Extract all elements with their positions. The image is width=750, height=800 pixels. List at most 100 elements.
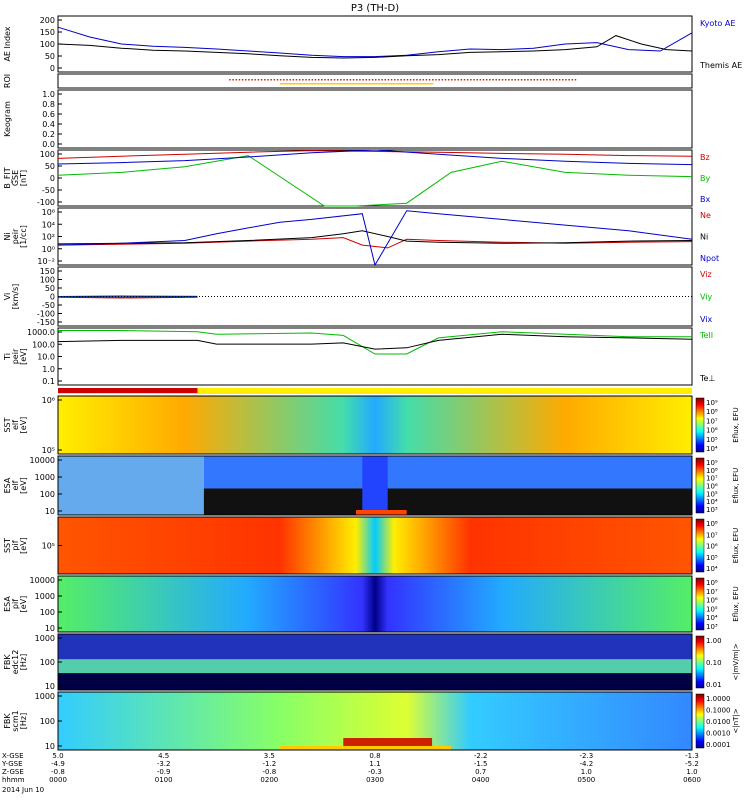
xaxis-row-label: hhmm — [2, 776, 25, 784]
roi-mark — [504, 79, 507, 81]
ae-series-ThemisAE — [57, 35, 693, 59]
roi-mark — [270, 79, 272, 81]
roi-mark — [404, 83, 406, 85]
ni-ytick: 10⁶ — [42, 208, 55, 217]
fbk_b-low-freq-burst — [343, 738, 433, 748]
roi-mark — [479, 79, 482, 81]
roi-mark — [359, 79, 361, 81]
sst_e-cbar-tick: 10⁶ — [706, 427, 718, 435]
roi-mark — [397, 83, 399, 85]
fbk_b-ytick: 1000 — [35, 692, 55, 701]
roi-mark — [376, 83, 378, 85]
esa_e-colorbar — [695, 457, 705, 514]
roi-mark — [568, 79, 570, 81]
ae-legend: Themis AE — [699, 61, 742, 70]
roi-mark — [428, 79, 431, 81]
sst_e-cbar-tick: 10⁷ — [706, 417, 718, 425]
ti-ytick: 0.1 — [42, 377, 55, 386]
fbk_e-colorbar — [695, 635, 705, 689]
roi-mark — [293, 83, 296, 85]
roi-mark — [523, 79, 526, 81]
ti-series-Te — [57, 333, 693, 350]
xaxis-tick-label: 1.1 — [369, 760, 380, 768]
roi-mark — [444, 79, 447, 81]
xaxis-tick-label: -1.5 — [474, 760, 488, 768]
vi-series-Viz — [57, 296, 198, 299]
roi-mark — [371, 79, 374, 81]
esa_i-cbar-tick: 10³ — [706, 623, 718, 631]
roi-mark — [533, 79, 535, 81]
panel-ae: 200 150 100 50 0 AE Index Kyoto AE Themis AE — [3, 15, 742, 73]
roi-mark — [451, 79, 453, 81]
ti-ytick: 1000.0 — [27, 328, 55, 337]
keogram-ytick: 0.2 — [42, 130, 55, 139]
keogram-ytick: 1.0 — [42, 90, 55, 99]
sst_e-colorbar — [695, 397, 705, 453]
sst_i-ylabel: SST — [3, 538, 12, 553]
bfit-series-Bz — [57, 150, 693, 159]
sst_i-cbar-tick: 10⁶ — [706, 543, 718, 551]
sst_i-cbar-label: Eflux, EFU — [732, 528, 740, 563]
xaxis-tick-label: -2.3 — [579, 752, 593, 760]
keogram-frame — [57, 89, 693, 149]
roi-mark — [303, 83, 306, 85]
fbk_e-spectrogram-band — [58, 659, 692, 674]
fbk_b-cbar-tick: 0.1000 — [706, 707, 731, 715]
roi-mark — [332, 83, 335, 85]
roi-mark — [546, 79, 548, 81]
fbk_e-cbar-tick: 1.00 — [706, 637, 722, 645]
fbk_b-ytick: 10 — [45, 742, 55, 751]
roi-mark — [229, 79, 231, 81]
esa_i-cbar-tick: 10⁸ — [706, 579, 718, 587]
bfit-ylabel: GSE — [11, 170, 20, 186]
xaxis-tick-label: 0.7 — [475, 768, 486, 776]
roi-mark — [495, 79, 497, 81]
bfit-frame — [57, 149, 693, 207]
roi-mark — [327, 83, 329, 85]
esa_i-cbar-label: Eflux, EFU — [732, 586, 740, 621]
sst_e-ylabel: elf — [11, 420, 20, 430]
ni-series-Npot — [57, 210, 693, 267]
roi-mark — [296, 83, 299, 85]
plot-title: P3 (TH-D) — [351, 3, 399, 14]
roi-mark — [298, 83, 300, 85]
esa_i-ytick: 10000 — [30, 576, 55, 585]
vi-ytick: -50 — [42, 301, 55, 310]
sst_e-spectrogram — [58, 396, 692, 454]
roi-mark — [232, 79, 234, 81]
roi-mark — [264, 79, 266, 81]
ae-ytick: 150 — [40, 28, 55, 37]
roi-mark — [355, 83, 357, 85]
roi-mark — [431, 83, 434, 85]
roi-mark — [401, 83, 403, 85]
keogram-ytick: 0.6 — [42, 110, 55, 119]
roi-mark — [405, 83, 407, 85]
ni-ytick: 10² — [42, 233, 55, 242]
roi-mark — [299, 83, 301, 85]
roi-mark — [248, 79, 250, 81]
fbk_b-colorbar — [695, 693, 705, 749]
ni-frame — [57, 207, 693, 266]
roi-mark — [311, 83, 314, 85]
esa_e-cbar-tick: 10⁷ — [706, 475, 718, 483]
roi-mark — [313, 83, 315, 85]
roi-mark — [366, 83, 368, 85]
roi-mark — [552, 79, 555, 81]
esa_e-cbar-label: Eflux, EFU — [732, 468, 740, 503]
roi-mark — [314, 79, 317, 81]
roi-mark — [369, 83, 371, 85]
roi-mark — [331, 83, 334, 85]
ni-legend: Npot — [700, 254, 719, 263]
roi-mark — [251, 79, 253, 81]
esa_i-ytick: 1000 — [35, 592, 55, 601]
ti-ytick: 100.0 — [32, 340, 55, 349]
roi-mark — [412, 83, 414, 85]
roi-mark — [356, 83, 359, 85]
roi-mark — [391, 83, 393, 85]
roi-mark — [536, 79, 539, 81]
ni-ytick: 10⁴ — [42, 220, 55, 229]
roi-mark — [416, 79, 418, 81]
xaxis-tick-label: -5.2 — [685, 760, 699, 768]
roi-mark — [241, 79, 244, 81]
roi-mark — [419, 83, 421, 85]
